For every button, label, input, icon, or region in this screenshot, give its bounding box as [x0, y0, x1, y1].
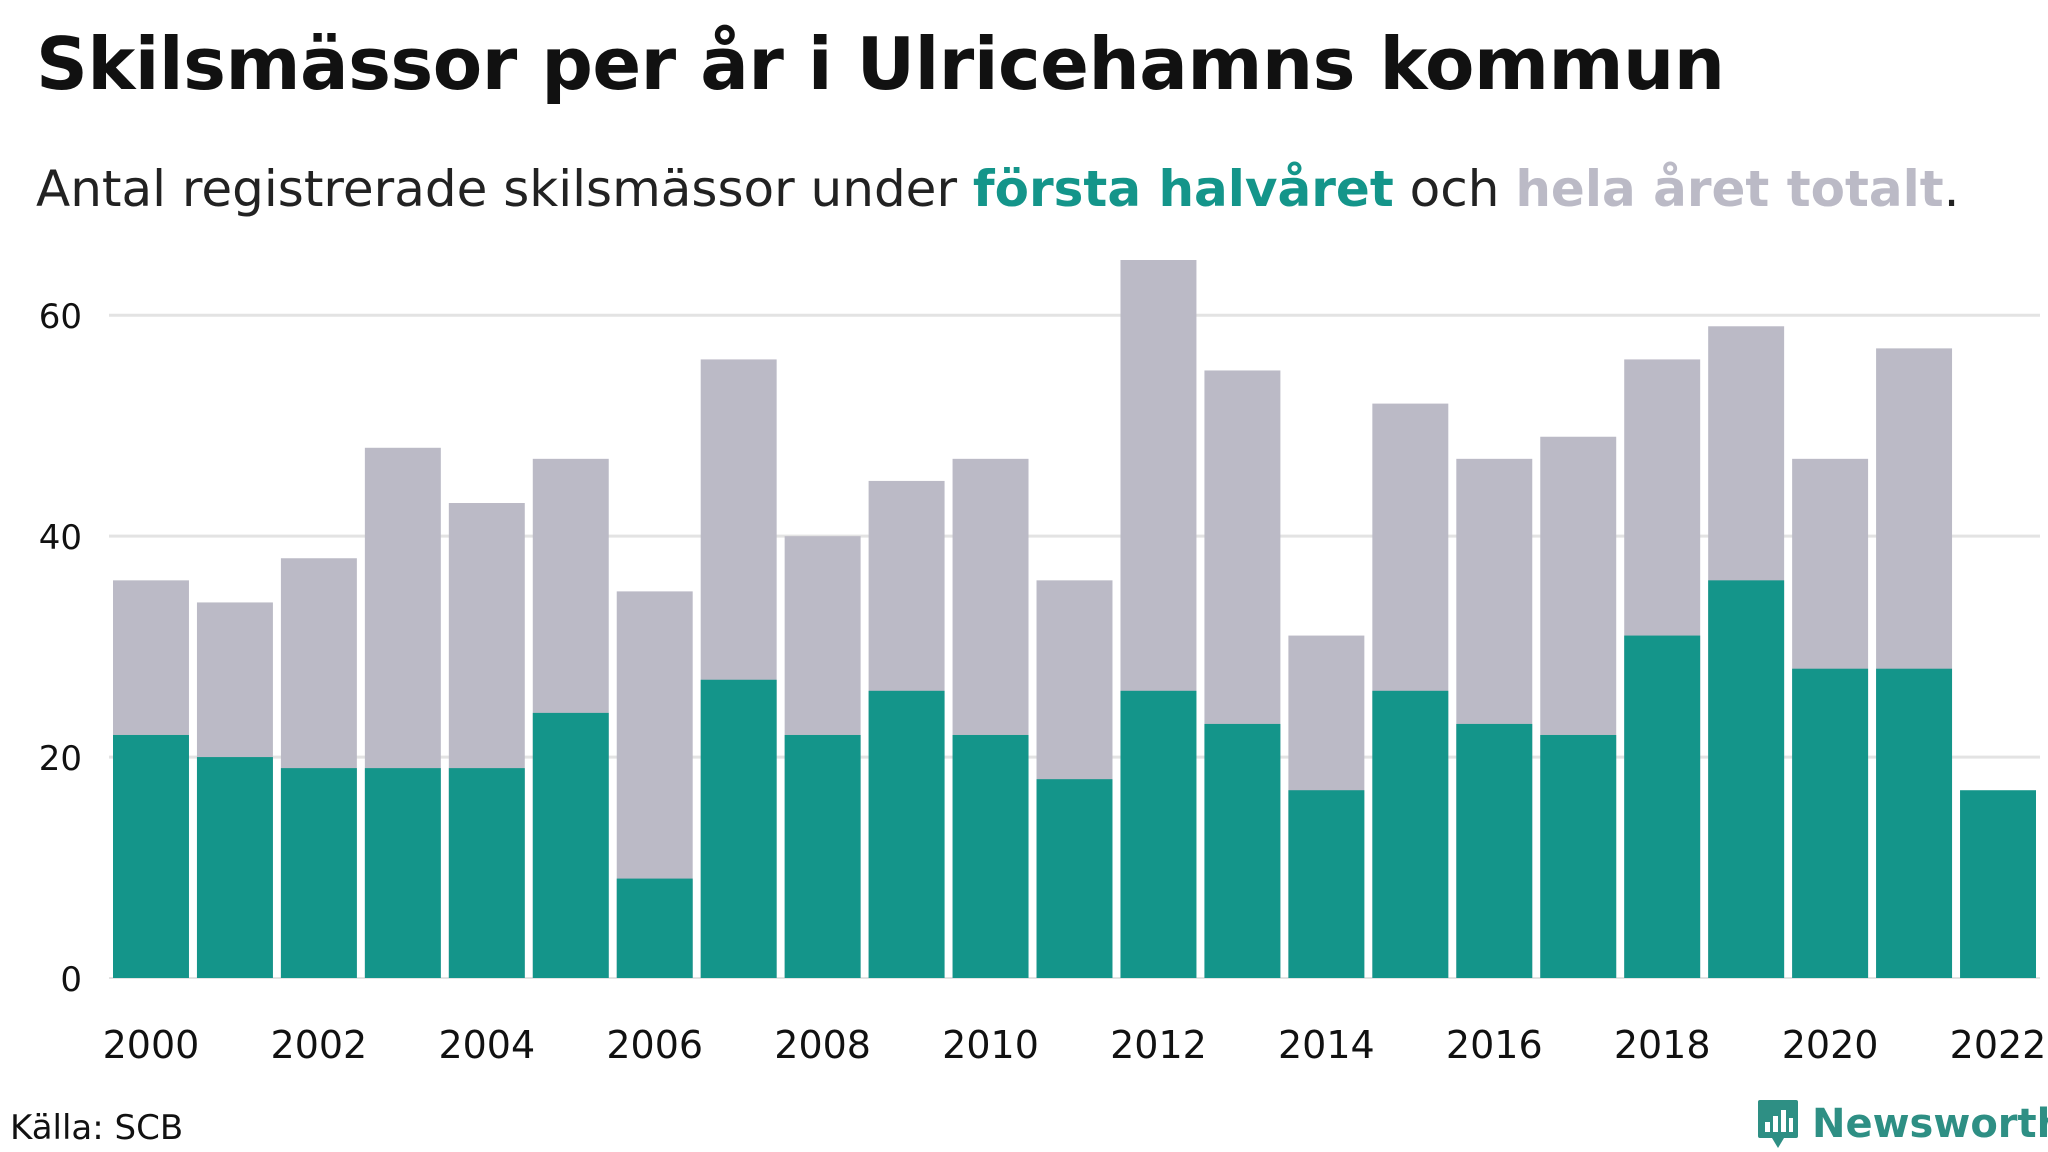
bar-first-half-2020	[1792, 668, 1869, 978]
x-tick-label: 2014	[1278, 1023, 1375, 1067]
x-tick-label: 2004	[438, 1023, 535, 1067]
x-tick-label: 2006	[606, 1023, 703, 1067]
subtitle-first-half-label: första halvåret	[972, 160, 1394, 218]
bar-first-half-2014	[1288, 790, 1365, 978]
x-tick-label: 2016	[1446, 1023, 1543, 1067]
chart-subtitle: Antal registrerade skilsmässor under för…	[36, 160, 1960, 218]
bar-first-half-2009	[868, 690, 945, 978]
x-tick-label: 2002	[271, 1023, 368, 1067]
bar-first-half-2019	[1708, 580, 1785, 978]
brand-logo: Newsworthy	[1756, 1098, 2048, 1150]
chart-title: Skilsmässor per år i Ulricehamns kommun	[36, 22, 1725, 106]
x-tick-label: 2018	[1614, 1023, 1711, 1067]
bar-first-half-2004	[448, 768, 525, 978]
y-tick-label: 40	[39, 518, 82, 558]
x-tick-label: 2010	[942, 1023, 1039, 1067]
bar-first-half-2001	[196, 757, 273, 978]
x-tick-label: 2008	[774, 1023, 871, 1067]
bar-first-half-2000	[113, 734, 189, 978]
source-note: Källa: SCB	[10, 1108, 184, 1148]
x-tick-label: 2012	[1110, 1023, 1207, 1067]
y-tick-label: 20	[39, 739, 82, 779]
subtitle-suffix: .	[1943, 160, 1960, 218]
bar-first-half-2006	[616, 878, 693, 978]
y-tick-label: 0	[60, 960, 82, 1000]
bar-first-half-2002	[280, 768, 357, 978]
bar-first-half-2018	[1624, 635, 1701, 978]
bar-first-half-2011	[1036, 779, 1113, 978]
subtitle-prefix: Antal registrerade skilsmässor under	[36, 160, 973, 218]
bar-first-half-2008	[784, 734, 861, 978]
newsworthy-logo-icon	[1758, 1100, 1798, 1148]
x-axis-tick-labels: 2000 2002 2004 2006 2008 2010 2012 2014 2016 2018…	[103, 1023, 2047, 1067]
y-tick-label: 60	[39, 297, 82, 337]
bar-first-half-2012	[1120, 690, 1197, 978]
bar-first-half-2010	[952, 734, 1029, 978]
bar-first-half-2015	[1372, 690, 1449, 978]
bar-first-half-2003	[364, 768, 441, 978]
subtitle-full-year-label: hela året totalt	[1515, 160, 1944, 218]
subtitle-mid: och	[1393, 160, 1516, 218]
x-tick-label: 2020	[1782, 1023, 1879, 1067]
brand-name: Newsworthy	[1812, 1101, 2048, 1147]
bar-first-half-2016	[1456, 723, 1533, 978]
bar-first-half-2013	[1204, 723, 1281, 978]
first-half-bars	[113, 580, 2036, 978]
bar-first-half-2022	[1960, 790, 2036, 978]
bar-first-half-2017	[1540, 734, 1617, 978]
x-tick-label: 2022	[1950, 1023, 2047, 1067]
y-axis-tick-labels: 0 20 40 60	[39, 297, 82, 1000]
bar-first-half-2021	[1876, 668, 1953, 978]
bar-first-half-2005	[532, 712, 609, 978]
x-tick-label: 2000	[103, 1023, 200, 1067]
bar-first-half-2007	[700, 679, 777, 978]
